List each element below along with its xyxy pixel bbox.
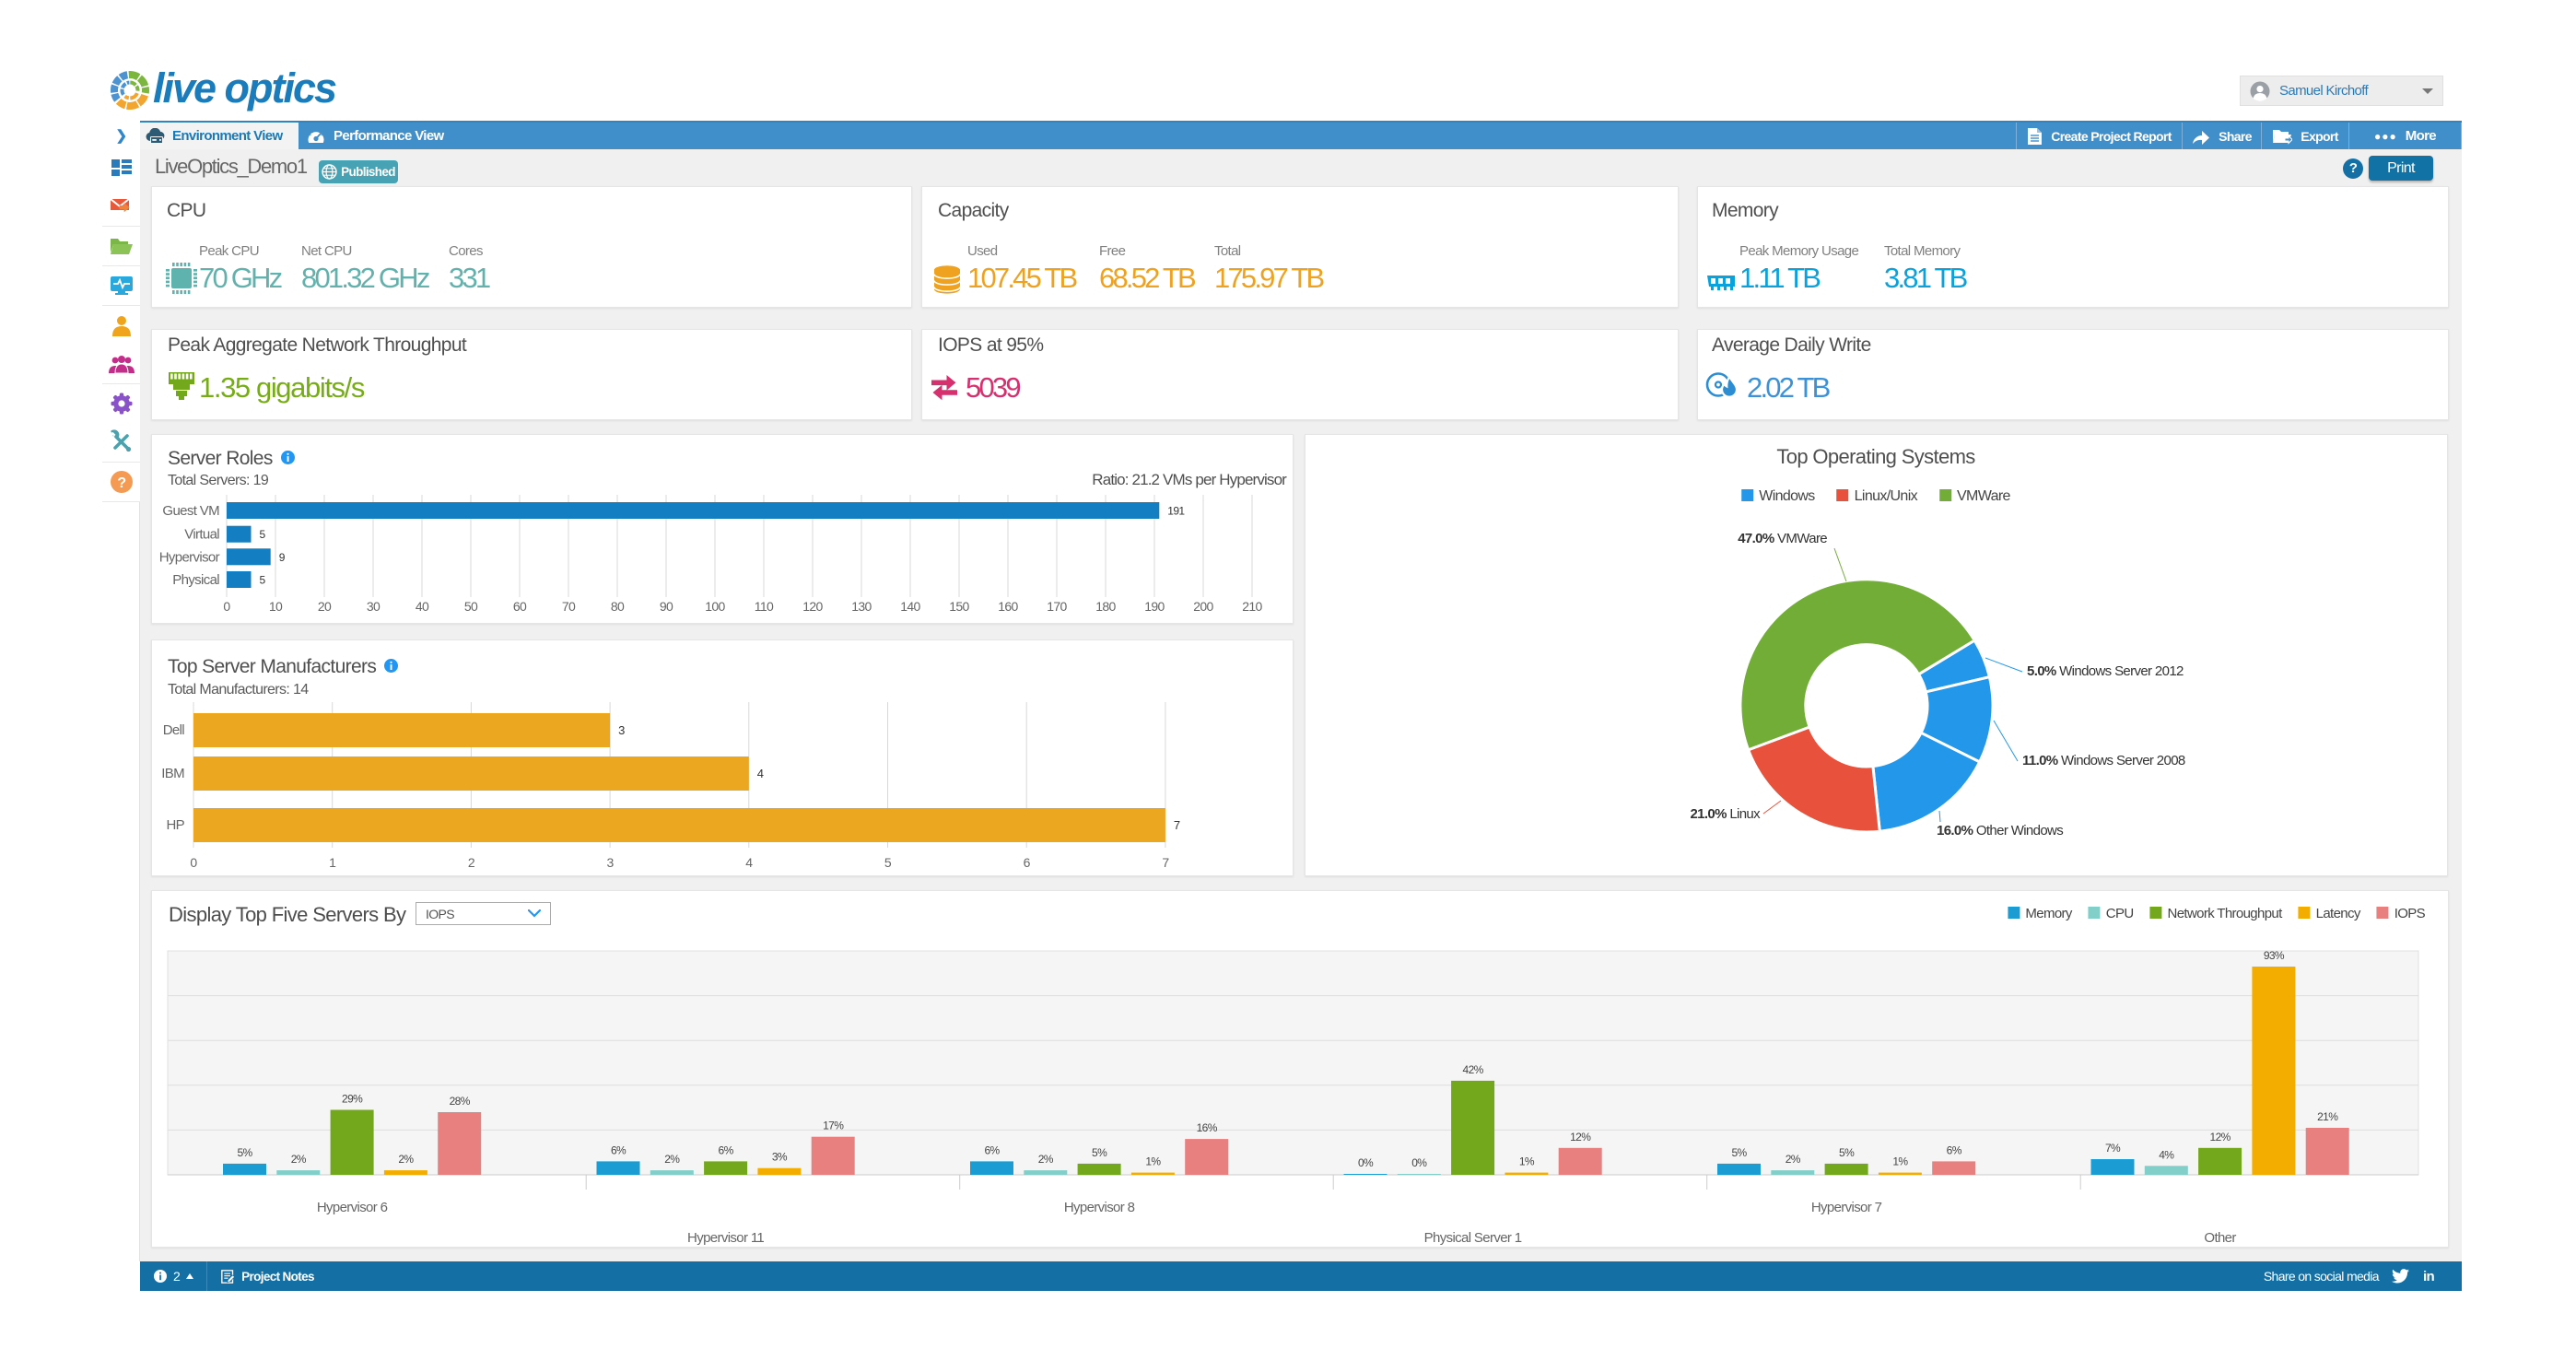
svg-text:130: 130 [851, 599, 872, 614]
svg-text:191: 191 [1167, 505, 1185, 518]
svg-text:140: 140 [900, 599, 920, 614]
svg-text:3%: 3% [772, 1151, 788, 1164]
svg-text:3: 3 [607, 855, 615, 870]
svg-text:0%: 0% [1358, 1156, 1374, 1169]
svg-text:16%: 16% [1197, 1121, 1218, 1134]
svg-text:5%: 5% [1731, 1146, 1747, 1159]
svg-text:60: 60 [513, 599, 527, 614]
svg-text:6: 6 [1024, 855, 1031, 870]
svg-text:5: 5 [884, 855, 892, 870]
svg-text:20: 20 [318, 599, 332, 614]
svg-text:16.0% Other Windows: 16.0% Other Windows [1937, 823, 2063, 838]
svg-text:5: 5 [260, 528, 266, 541]
svg-text:Hypervisor 7: Hypervisor 7 [1811, 1200, 1882, 1215]
svg-text:6%: 6% [611, 1143, 626, 1156]
svg-text:40: 40 [416, 599, 429, 614]
svg-text:0: 0 [223, 599, 230, 614]
svg-text:6%: 6% [984, 1143, 1000, 1156]
svg-text:5%: 5% [1839, 1146, 1855, 1159]
svg-text:12%: 12% [2210, 1131, 2231, 1143]
svg-text:2%: 2% [664, 1153, 680, 1166]
svg-text:110: 110 [755, 599, 774, 614]
svg-text:5: 5 [260, 574, 266, 587]
svg-text:2: 2 [468, 855, 475, 870]
svg-text:6%: 6% [719, 1143, 734, 1156]
svg-text:7: 7 [1174, 818, 1180, 832]
svg-text:80: 80 [611, 599, 625, 614]
svg-text:120: 120 [802, 599, 823, 614]
svg-text:11.0% Windows Server 2008: 11.0% Windows Server 2008 [2022, 753, 2185, 768]
svg-text:12%: 12% [1570, 1131, 1591, 1143]
svg-text:Virtual: Virtual [184, 527, 219, 543]
svg-text:1%: 1% [1145, 1155, 1161, 1168]
svg-text:7: 7 [1162, 855, 1169, 870]
svg-text:70: 70 [562, 599, 576, 614]
svg-text:160: 160 [998, 599, 1018, 614]
svg-text:90: 90 [660, 599, 673, 614]
svg-text:0%: 0% [1411, 1156, 1427, 1169]
svg-text:170: 170 [1047, 599, 1067, 614]
svg-text:93%: 93% [2264, 949, 2285, 962]
svg-text:21.0% Linux: 21.0% Linux [1690, 806, 1761, 822]
svg-text:30: 30 [367, 599, 381, 614]
svg-text:Physical: Physical [172, 572, 219, 588]
svg-text:9: 9 [279, 551, 286, 564]
svg-text:50: 50 [464, 599, 478, 614]
svg-text:17%: 17% [823, 1120, 844, 1132]
svg-text:Guest VM: Guest VM [162, 503, 219, 519]
svg-text:28%: 28% [450, 1095, 471, 1108]
svg-text:150: 150 [949, 599, 969, 614]
svg-text:190: 190 [1144, 599, 1165, 614]
svg-text:Hypervisor 6: Hypervisor 6 [317, 1200, 388, 1215]
svg-text:5%: 5% [1092, 1146, 1107, 1159]
svg-text:29%: 29% [342, 1093, 363, 1106]
svg-text:2%: 2% [1786, 1153, 1801, 1166]
svg-text:2%: 2% [291, 1153, 307, 1166]
svg-text:47.0% VMWare: 47.0% VMWare [1738, 531, 1827, 546]
svg-text:2%: 2% [398, 1153, 414, 1166]
svg-text:3: 3 [618, 723, 625, 737]
svg-text:5%: 5% [237, 1146, 252, 1159]
svg-text:1%: 1% [1519, 1155, 1535, 1168]
svg-text:1%: 1% [1892, 1155, 1908, 1168]
svg-text:0: 0 [190, 855, 197, 870]
svg-text:100: 100 [705, 599, 725, 614]
svg-text:7%: 7% [2105, 1142, 2121, 1155]
svg-text:4: 4 [757, 767, 764, 780]
svg-text:?: ? [117, 475, 125, 491]
svg-text:2%: 2% [1038, 1153, 1054, 1166]
svg-text:42%: 42% [1463, 1063, 1484, 1076]
svg-text:Physical Server 1: Physical Server 1 [1424, 1230, 1522, 1246]
svg-text:6%: 6% [1947, 1143, 1962, 1156]
svg-text:Hypervisor 11: Hypervisor 11 [687, 1230, 764, 1246]
svg-text:4: 4 [745, 855, 753, 870]
svg-text:180: 180 [1095, 599, 1116, 614]
svg-text:Other: Other [2204, 1230, 2236, 1246]
svg-text:21%: 21% [2317, 1110, 2338, 1123]
svg-text:Dell: Dell [163, 722, 185, 738]
svg-text:210: 210 [1242, 599, 1262, 614]
svg-text:1: 1 [329, 855, 336, 870]
svg-text:HP: HP [166, 817, 184, 833]
svg-text:4%: 4% [2159, 1148, 2174, 1161]
svg-text:IBM: IBM [161, 766, 184, 781]
svg-text:5.0% Windows Server 2012: 5.0% Windows Server 2012 [2027, 663, 2184, 679]
svg-text:Hypervisor: Hypervisor [159, 549, 220, 565]
svg-text:200: 200 [1193, 599, 1213, 614]
svg-text:Hypervisor 8: Hypervisor 8 [1064, 1200, 1135, 1215]
svg-text:10: 10 [269, 599, 283, 614]
